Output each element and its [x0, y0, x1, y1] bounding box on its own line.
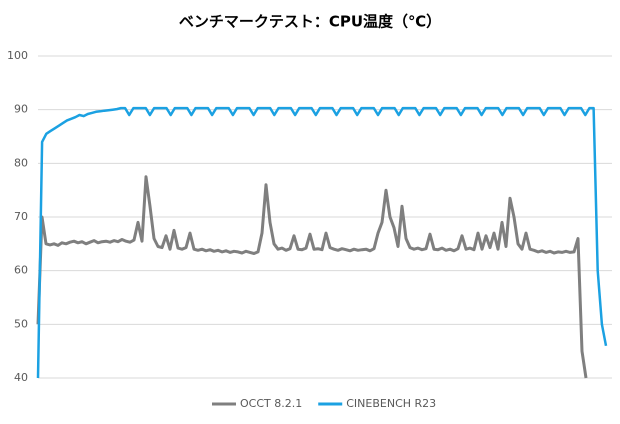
y-tick-label: 100 [7, 49, 28, 62]
legend-label: CINEBENCH R23 [346, 397, 436, 410]
y-tick-label: 60 [14, 264, 28, 277]
y-tick-label: 50 [14, 317, 28, 330]
chart-title: ベンチマークテスト：CPU温度（℃） [179, 13, 441, 31]
y-tick-label: 80 [14, 156, 28, 169]
series-line [36, 106, 608, 379]
series-line [36, 175, 588, 379]
y-tick-label: 70 [14, 210, 28, 223]
y-tick-label: 90 [14, 103, 28, 116]
y-tick-label: 40 [14, 371, 28, 384]
legend-label: OCCT 8.2.1 [240, 397, 302, 410]
